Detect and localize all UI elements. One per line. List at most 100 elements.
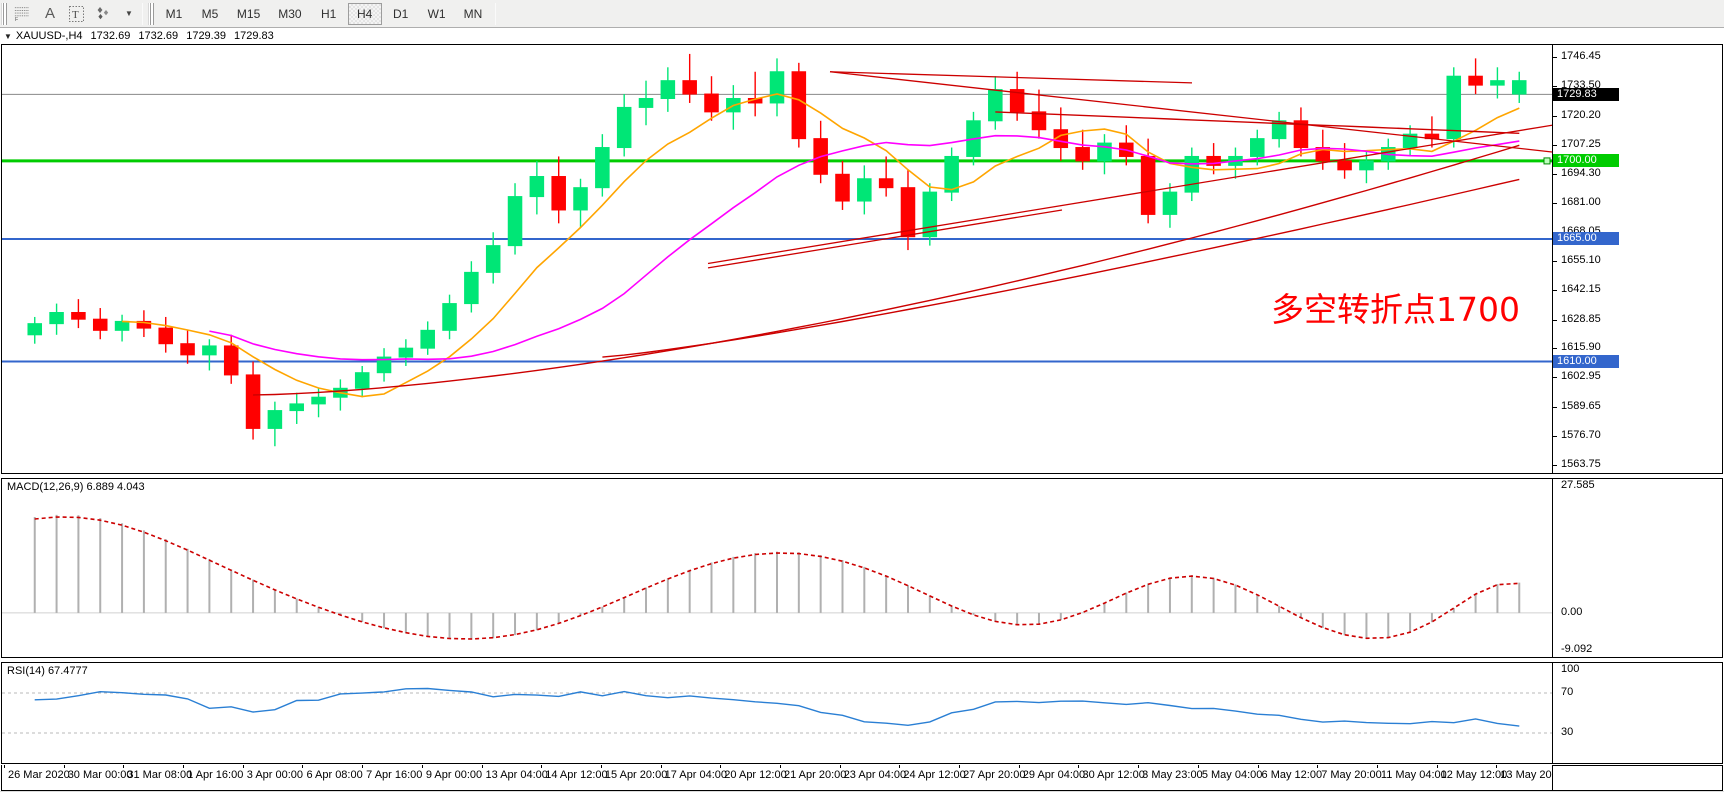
- label-tool-icon[interactable]: T: [64, 2, 89, 26]
- time-axis-tick: [541, 765, 543, 768]
- time-axis-tick: [959, 765, 961, 768]
- time-axis-tick: [302, 765, 304, 768]
- price-axis-tick: [1553, 464, 1557, 466]
- fibonacci-icon[interactable]: F: [10, 2, 36, 26]
- price-axis-label: 1668.05: [1561, 225, 1601, 238]
- timeframe-h1[interactable]: H1: [320, 6, 337, 21]
- timeframe-m1[interactable]: M1: [165, 6, 183, 21]
- symbol-label: XAUUSD-,H4: [15, 30, 83, 42]
- timeframe-m5[interactable]: M5: [201, 6, 219, 21]
- time-axis-tick: [600, 765, 602, 768]
- rsi-axis[interactable]: 100 70 30: [1553, 662, 1723, 764]
- time-axis-label: 24 Apr 12:00: [903, 769, 966, 781]
- time-axis-tick: [362, 765, 364, 768]
- symbol-info-bar: ▼ XAUUSD-,H4 1732.69 1732.69 1729.39 172…: [0, 29, 1724, 43]
- time-axis-label: 21 Apr 20:00: [784, 769, 847, 781]
- objects-dropdown-arrow[interactable]: ▼: [120, 2, 137, 26]
- price-axis[interactable]: 1746.45 1733.50 1720.20 1707.25 1694.30 1681.…: [1553, 44, 1723, 474]
- macd-canvas: [2, 479, 1552, 657]
- time-axis-tick: [1078, 765, 1080, 768]
- price-axis-tick: [1553, 289, 1557, 291]
- time-axis-tick: [1257, 765, 1259, 768]
- time-axis-tick: [780, 765, 781, 768]
- timeframe-m30[interactable]: M30: [278, 6, 302, 21]
- price-axis-label: 1642.15: [1561, 282, 1601, 295]
- time-axis-tick: [1317, 765, 1319, 768]
- timeframe-h4[interactable]: H4: [347, 2, 382, 25]
- last-price-tag[interactable]: 1729.83: [1553, 87, 1619, 101]
- rsi-panel[interactable]: RSI(14) 67.4777: [1, 662, 1553, 764]
- objects-icon[interactable]: [91, 2, 118, 26]
- time-axis-tick: [660, 765, 662, 768]
- toolbar-separator: [141, 2, 143, 25]
- level-tag-1665[interactable]: 1665.00: [1553, 232, 1619, 246]
- time-axis-tick: [1018, 765, 1020, 768]
- level-tag-1700[interactable]: 1700.00: [1553, 154, 1619, 168]
- price-axis-label: 1563.75: [1561, 457, 1601, 470]
- toolbar-grip-2[interactable]: [147, 2, 154, 25]
- label-tool-glyph: T: [69, 5, 84, 22]
- rsi-title: RSI(14) 67.4777: [7, 665, 88, 677]
- price-chart-svg: [2, 53, 1552, 447]
- main-toolbar: F A T ▼ M1 M5 M15 M30 H1: [0, 0, 1724, 28]
- timeframe-m15[interactable]: M15: [236, 6, 261, 21]
- macd-panel[interactable]: MACD(12,26,9) 6.889 4.043: [1, 478, 1553, 658]
- price-axis-tick: [1553, 319, 1557, 321]
- time-axis-label: 23 Apr 04:00: [843, 769, 907, 781]
- price-axis-tick: [1553, 435, 1557, 437]
- text-tool-icon[interactable]: A: [38, 2, 62, 26]
- time-axis-label: 3 May 23:00: [1142, 769, 1203, 781]
- macd-axis[interactable]: 27.585 0.00 -9.092: [1553, 478, 1723, 658]
- price-axis-tick: [1553, 203, 1557, 205]
- chart-annotation-text[interactable]: 多空转折点1700: [1271, 290, 1520, 329]
- price-axis-tick: [1553, 57, 1557, 59]
- level-tag-1610[interactable]: 1610.00: [1553, 355, 1619, 369]
- time-axis-label: 9 Apr 00:00: [425, 769, 483, 781]
- rsi-canvas: [2, 663, 1552, 763]
- ohlc-high: 1732.69: [138, 30, 179, 42]
- time-axis-tick: [63, 765, 65, 768]
- ohlc-low: 1729.39: [186, 30, 226, 42]
- rsi-axis-label: 70: [1561, 686, 1574, 698]
- price-axis-label: 1576.70: [1561, 428, 1601, 441]
- time-axis-label: 11 May 04:00: [1380, 769, 1447, 781]
- price-axis-label: 1628.85: [1561, 312, 1601, 325]
- time-axis-label: 13 Apr 04:00: [485, 769, 548, 781]
- rsi-svg: [2, 687, 1552, 734]
- chart-menu-caret-icon[interactable]: ▼: [4, 31, 12, 41]
- svg-text:F: F: [15, 17, 19, 23]
- time-axis-label: 3 Apr 00:00: [246, 769, 304, 781]
- time-axis-label: 6 Apr 08:00: [306, 769, 363, 781]
- price-axis-label: 1746.45: [1561, 50, 1601, 63]
- timeframe-mn[interactable]: MN: [463, 6, 483, 21]
- price-axis-label: 1602.95: [1561, 370, 1601, 383]
- timeframe-d1[interactable]: D1: [392, 6, 409, 21]
- objects-glyph: [97, 6, 109, 19]
- time-axis-label: 15 Apr 20:00: [604, 769, 668, 781]
- macd-axis-label: 27.585: [1561, 479, 1595, 491]
- chevron-down-icon: ▼: [125, 9, 133, 18]
- timeframe-w1[interactable]: W1: [427, 6, 446, 21]
- time-axis-tick: [1138, 765, 1140, 768]
- time-axis[interactable]: 26 Mar 2020 30 Mar 00:00 31 Mar 08:00 1 Apr…: [1, 765, 1567, 791]
- macd-axis-label: -9.092: [1561, 643, 1593, 655]
- svg-text:T: T: [72, 9, 79, 21]
- time-axis-tick: [242, 765, 244, 768]
- toolbar-grip-1[interactable]: [1, 2, 7, 25]
- price-axis-label: 1694.30: [1561, 166, 1601, 179]
- time-axis-label: 17 Apr 04:00: [664, 769, 727, 781]
- ohlc-open: 1732.69: [90, 30, 131, 42]
- price-chart-panel[interactable]: [1, 44, 1553, 474]
- price-axis-tick: [1553, 173, 1557, 175]
- fibonacci-glyph: F: [15, 6, 30, 23]
- price-axis-label: 1707.25: [1561, 137, 1601, 150]
- price-axis-label: 1655.10: [1561, 254, 1601, 266]
- time-axis-label: 26 Mar 2020: [8, 769, 70, 781]
- price-axis-tick: [1553, 348, 1557, 350]
- macd-title: MACD(12,26,9) 6.889 4.043: [7, 481, 145, 493]
- rsi-axis-label: 100: [1561, 663, 1580, 675]
- time-axis-label: 7 Apr 16:00: [366, 769, 423, 781]
- price-chart-canvas: [2, 45, 1552, 473]
- price-axis-label: 1681.00: [1561, 196, 1601, 209]
- axis-corner-box: [1553, 765, 1723, 791]
